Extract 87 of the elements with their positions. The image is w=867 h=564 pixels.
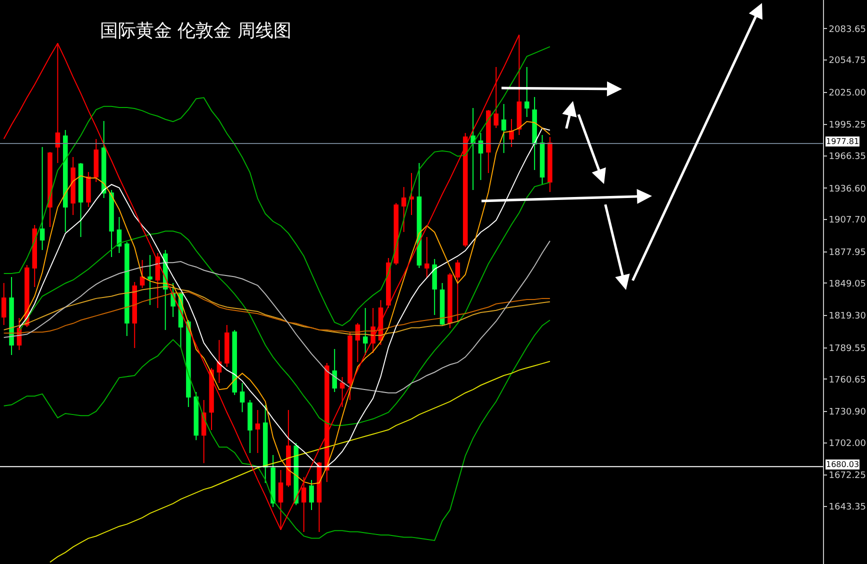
y-tick-label: 1966.35 — [828, 152, 866, 162]
text: 国际黄金 伦敦金 周线图 — [100, 20, 292, 42]
line-series — [18, 182, 550, 426]
candlestick — [524, 66, 530, 118]
candlestick — [486, 110, 491, 174]
line-series — [50, 360, 550, 563]
candlestick — [32, 224, 37, 288]
candlestick — [462, 132, 468, 248]
candlestick — [94, 138, 99, 182]
candlestick — [309, 480, 314, 511]
candlestick — [532, 96, 537, 171]
candlestick — [232, 330, 237, 396]
line-series — [3, 46, 550, 326]
candlestick — [62, 130, 68, 233]
y-tick-label: 1789.55 — [828, 344, 866, 354]
y-tick-label: 1643.35 — [828, 502, 866, 513]
candlestick — [509, 118, 514, 148]
y-tick-label: 2083.65 — [828, 24, 866, 35]
candlestick — [1, 282, 6, 326]
y-tick-label: 2025.00 — [828, 88, 866, 98]
ref-line-label: 1977.81 — [826, 137, 860, 146]
line-series — [3, 320, 550, 541]
candlestick — [148, 254, 152, 306]
candlestick — [394, 202, 398, 266]
candlestick — [286, 410, 291, 488]
candlestick — [348, 331, 352, 401]
candlestick — [194, 391, 199, 441]
candlestick — [101, 120, 106, 199]
y-tick-label: 1877.95 — [828, 248, 866, 258]
candlestick — [201, 400, 206, 464]
candlestick — [424, 236, 430, 279]
candlestick — [48, 152, 52, 228]
candlestick — [362, 307, 368, 356]
candlestick — [224, 324, 230, 368]
candlestick — [416, 162, 422, 269]
candlestick — [470, 107, 476, 191]
candlestick — [478, 132, 484, 181]
candlestick — [432, 258, 437, 316]
candlestick — [262, 404, 268, 484]
y-tick-label: 1907.70 — [828, 216, 866, 226]
candlestick — [270, 454, 276, 508]
candlestick — [548, 136, 552, 192]
candlestick — [240, 382, 245, 413]
y-tick-label: 1760.65 — [828, 375, 866, 386]
candlestick — [440, 282, 445, 326]
candlestick — [55, 42, 60, 164]
candlestick — [355, 322, 360, 363]
candlestick — [186, 320, 191, 408]
candlestick — [116, 216, 122, 254]
candlestick — [501, 103, 506, 154]
candlestick — [455, 260, 460, 322]
y-tick-label: 1819.30 — [828, 312, 866, 322]
candlestick — [216, 340, 222, 384]
candlestick — [124, 242, 130, 336]
candlestick — [78, 162, 84, 238]
candlestick — [70, 156, 76, 216]
candlestick — [209, 368, 214, 430]
candlestick — [401, 186, 406, 233]
candlestick — [140, 260, 145, 289]
candlestick — [494, 66, 498, 129]
candlestick — [324, 362, 330, 483]
y-tick-label: 1672.25 — [828, 471, 866, 482]
y-tick-label: 1936.60 — [828, 184, 866, 194]
line-series — [3, 240, 550, 394]
candlestick — [248, 400, 252, 454]
candlestick — [40, 146, 45, 251]
candlestick — [155, 252, 160, 308]
candlestick — [370, 307, 376, 354]
candlestick — [316, 461, 322, 532]
candlestick — [540, 134, 545, 186]
candlestick — [340, 376, 345, 408]
candlestick — [86, 172, 91, 208]
y-tick-label: 1995.25 — [828, 120, 866, 131]
candlestick — [332, 348, 337, 392]
candlestick — [132, 282, 137, 349]
candlestick — [255, 410, 260, 454]
candlestick — [386, 257, 391, 308]
y-tick-label: 1849.05 — [828, 279, 866, 290]
y-tick-label: 1702.00 — [828, 438, 866, 449]
y-tick-label: 2054.75 — [828, 56, 866, 66]
candlestick — [9, 276, 14, 356]
candlestick — [448, 272, 452, 329]
candlestick — [24, 264, 30, 328]
y-tick-label: 1730.90 — [828, 408, 866, 418]
candlestick — [109, 190, 114, 258]
ref-line-label: 1680.03 — [826, 460, 860, 469]
candlestick — [409, 172, 414, 216]
